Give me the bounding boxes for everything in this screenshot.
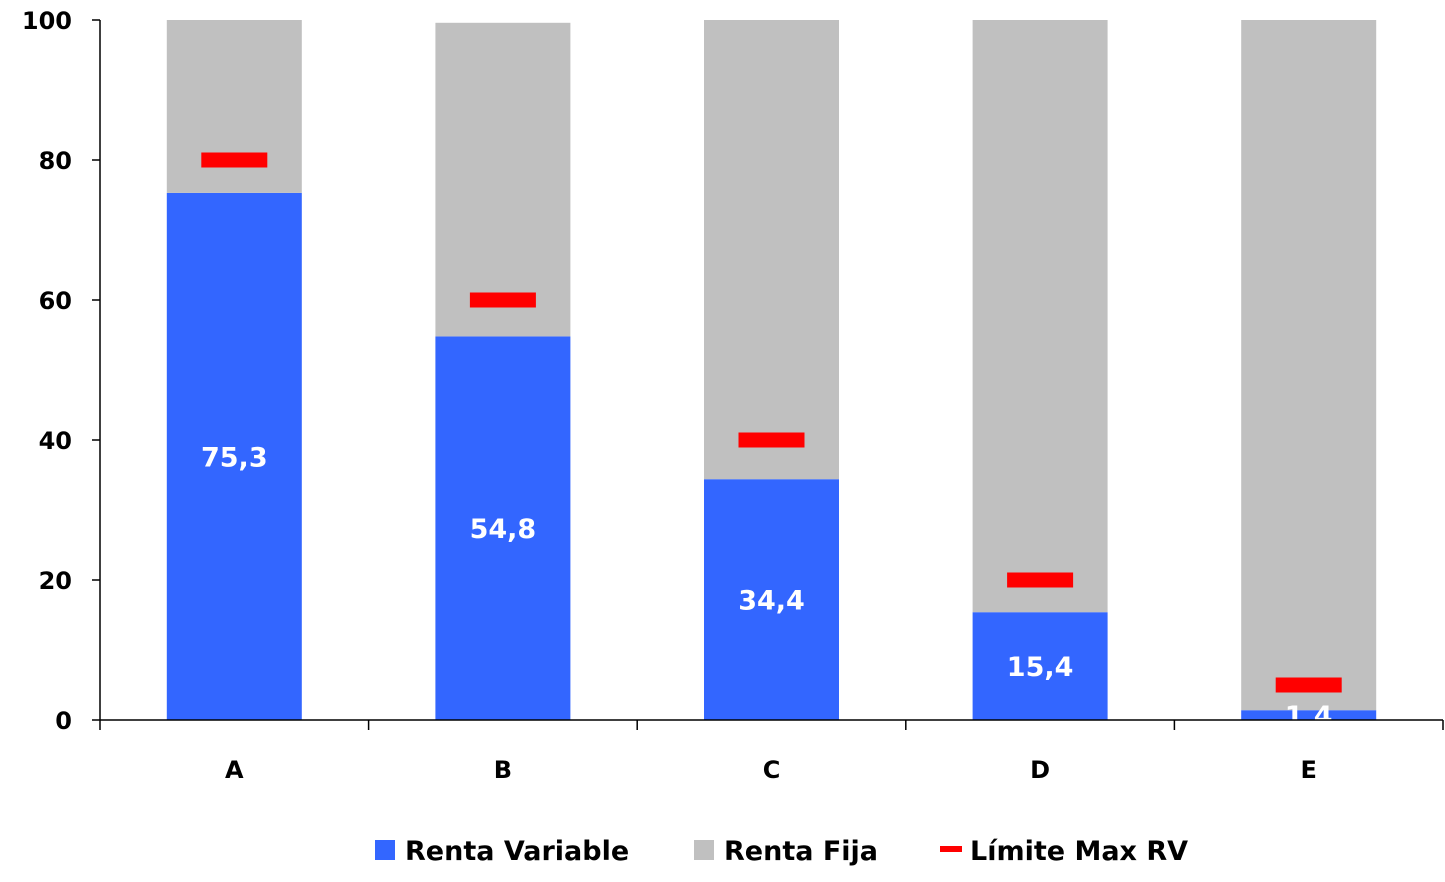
y-tick-label-40: 40 xyxy=(39,427,72,455)
data-labels-layer: 75,3 54,8 34,4 15,4 1,4 xyxy=(201,442,1333,732)
bar-renta-fija-D xyxy=(972,20,1108,613)
x-tick-label-D: D xyxy=(1030,756,1050,784)
x-tick-label-B: B xyxy=(494,756,512,784)
x-tick-label-A: A xyxy=(225,756,244,784)
legend-label-limite-max-rv: Límite Max RV xyxy=(970,836,1188,867)
x-tick-label-E: E xyxy=(1300,756,1316,784)
legend-label-renta-variable: Renta Variable xyxy=(405,836,629,867)
data-label-C: 34,4 xyxy=(738,586,805,617)
y-tick-label-0: 0 xyxy=(55,707,72,735)
bar-renta-variable-E xyxy=(1241,710,1377,720)
y-tick-label-20: 20 xyxy=(39,567,72,595)
legend: Renta Variable Renta Fija Límite Max RV xyxy=(375,836,1188,867)
x-tick-label-C: C xyxy=(763,756,781,784)
bar-renta-fija-E xyxy=(1241,20,1377,711)
limit-marker-A xyxy=(201,152,268,168)
y-tick-label-100: 100 xyxy=(22,7,72,35)
legend-label-renta-fija: Renta Fija xyxy=(724,836,878,867)
data-label-A: 75,3 xyxy=(201,442,268,473)
y-tick-label-60: 60 xyxy=(39,287,72,315)
legend-swatch-renta-variable xyxy=(375,840,395,860)
y-tick-label-80: 80 xyxy=(39,147,72,175)
bar-renta-variable-C xyxy=(704,479,839,720)
legend-swatch-limite-max-rv xyxy=(940,846,962,852)
bar-renta-variable-A xyxy=(166,192,302,720)
bar-renta-fija-C xyxy=(704,20,839,480)
limit-marker-C xyxy=(738,432,805,448)
bar-renta-variable-B xyxy=(435,336,571,720)
axes-layer: 0 20 40 60 80 100 A B C D E xyxy=(22,7,1444,784)
bars-layer xyxy=(166,20,1377,720)
data-label-D: 15,4 xyxy=(1007,652,1074,683)
data-label-B: 54,8 xyxy=(470,514,537,545)
limit-markers-layer xyxy=(201,152,1342,693)
limit-marker-E xyxy=(1275,677,1342,693)
limit-marker-B xyxy=(469,292,536,308)
data-label-E: 1,4 xyxy=(1285,701,1333,732)
bar-renta-variable-D xyxy=(972,612,1108,720)
legend-swatch-renta-fija xyxy=(694,840,714,860)
limit-marker-D xyxy=(1007,572,1074,588)
bar-renta-fija-B xyxy=(435,22,571,337)
